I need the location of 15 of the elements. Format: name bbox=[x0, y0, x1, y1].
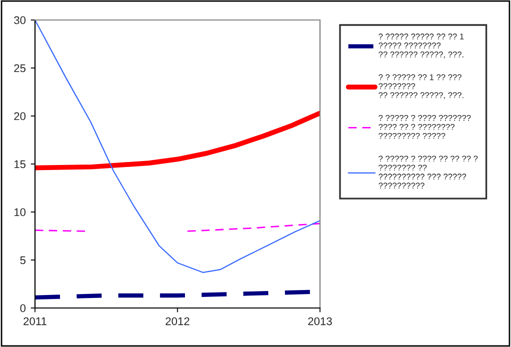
y-tick-label: 10 bbox=[14, 208, 26, 216]
y-tick-label: 15 bbox=[14, 160, 26, 168]
x-tick-label: 2013 bbox=[308, 317, 332, 326]
legend-label: ? ? ????? ?? 1 ?? ??? ???????? ?? ?????? ?????, ???. bbox=[378, 74, 464, 100]
y-tick-label: 5 bbox=[20, 256, 26, 264]
line-series bbox=[35, 110, 320, 170]
y-tick-label: 0 bbox=[20, 304, 26, 312]
y-tick-label: 30 bbox=[14, 16, 26, 24]
x-tick-label: 2012 bbox=[166, 317, 190, 326]
y-tick-label: 20 bbox=[14, 112, 26, 120]
legend-label: ? ????? ? ???? ??????? ???? ?? ? ???????? ????????? ????? bbox=[378, 114, 471, 139]
legend-label: ? ????? ????? ?? ?? 1 ????? ???????? ?? ?????? ?????, ???. bbox=[378, 34, 464, 58]
legend-label: ? ????? ? ???? ?? ?? ?? ? ???????? ?? ?????????? ??? ????? ?????????? bbox=[378, 156, 478, 188]
y-tick-label: 25 bbox=[14, 64, 26, 72]
x-tick-label: 2011 bbox=[24, 317, 46, 326]
